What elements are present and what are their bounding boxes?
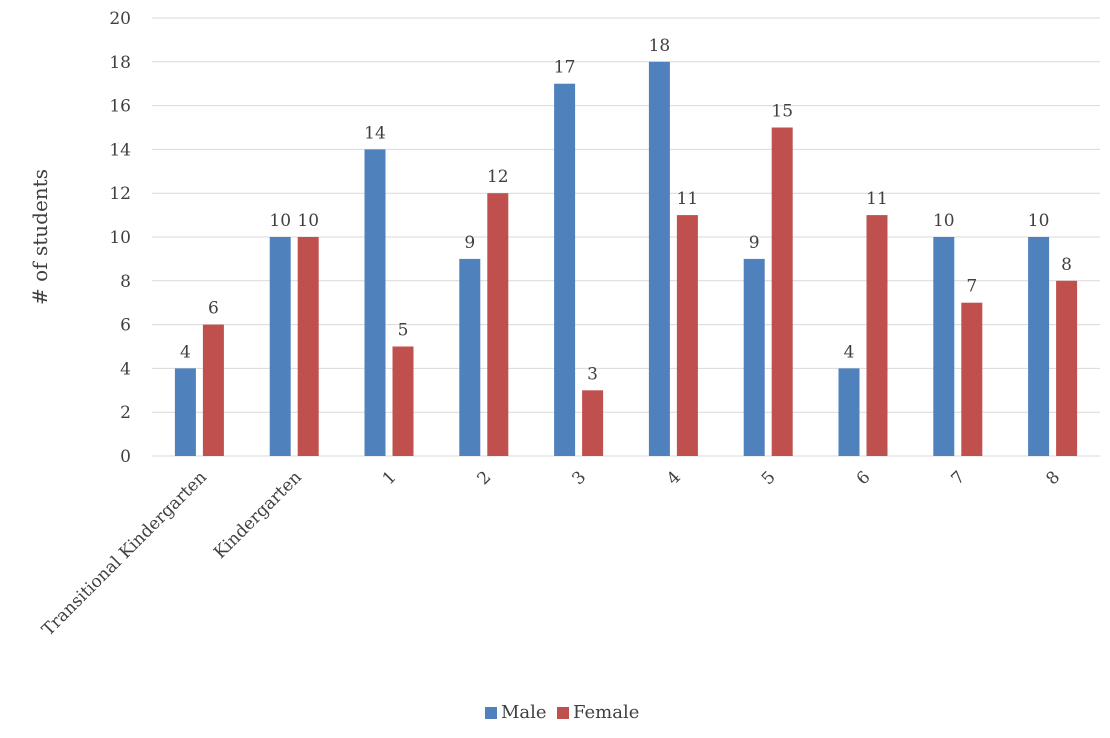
x-category-label: Kindergarten <box>210 467 306 563</box>
x-category-label: 1 <box>379 467 401 489</box>
data-label-male: 10 <box>1028 211 1050 231</box>
data-label-female: 11 <box>677 189 699 209</box>
bar-male <box>554 83 576 456</box>
bar-female <box>676 215 698 456</box>
bar-male <box>743 258 765 456</box>
y-tick-label: 0 <box>120 447 131 467</box>
bar-female <box>297 237 319 456</box>
data-label-male: 10 <box>933 211 955 231</box>
bar-male <box>1028 237 1050 456</box>
x-category-label: 8 <box>1042 467 1064 489</box>
bar-male <box>174 368 196 456</box>
y-tick-label: 20 <box>109 9 131 29</box>
x-category-label: 4 <box>663 467 685 489</box>
bar-female <box>202 324 224 456</box>
y-tick-label: 14 <box>109 140 131 160</box>
data-label-male: 9 <box>464 233 475 253</box>
legend-label-female: Female <box>573 702 639 723</box>
x-axis-categories: Transitional Kindergarten Kindergarten 1 2 3… <box>38 467 1064 640</box>
y-axis-title: # of students <box>28 169 52 305</box>
bar-male <box>459 258 481 456</box>
data-label-male: 18 <box>649 36 671 56</box>
y-tick-label: 16 <box>109 97 131 117</box>
legend: Male Female <box>485 702 639 723</box>
data-label-male: 9 <box>749 233 760 253</box>
bar-male <box>838 368 860 456</box>
y-tick-label: 6 <box>120 316 131 336</box>
bar-female <box>392 346 414 456</box>
data-label-female: 3 <box>587 364 598 384</box>
legend-swatch-female <box>557 707 569 719</box>
bar-male <box>269 237 291 456</box>
data-label-female: 15 <box>771 102 793 122</box>
data-labels: 4 6 10 10 14 5 9 12 17 3 18 11 9 15 4 11 10 7 10 8 <box>180 36 1072 384</box>
x-category-label: 5 <box>758 467 780 489</box>
x-category-label: 7 <box>948 467 970 489</box>
bar-male <box>364 149 386 456</box>
data-label-female: 7 <box>966 277 977 297</box>
bar-female <box>1056 280 1078 456</box>
x-category-label: Transitional Kindergarten <box>38 467 211 640</box>
bar-female <box>866 215 888 456</box>
y-axis-ticks: 0 2 4 6 8 10 12 14 16 18 20 <box>109 9 131 467</box>
bars <box>174 61 1078 457</box>
data-label-female: 11 <box>866 189 888 209</box>
bar-female <box>582 390 604 456</box>
data-label-male: 4 <box>844 342 855 362</box>
data-label-male: 10 <box>269 211 291 231</box>
legend-label-male: Male <box>501 702 547 723</box>
gridlines <box>152 17 1100 457</box>
data-label-female: 5 <box>398 321 409 341</box>
data-label-female: 6 <box>208 299 219 319</box>
y-tick-label: 8 <box>120 272 131 292</box>
x-category-label: 2 <box>474 467 496 489</box>
y-tick-label: 12 <box>109 184 131 204</box>
x-category-label: 6 <box>853 467 875 489</box>
y-tick-label: 10 <box>109 228 131 248</box>
bar-male <box>648 61 670 457</box>
data-label-female: 8 <box>1061 255 1072 275</box>
y-tick-label: 18 <box>109 53 131 73</box>
y-tick-label: 2 <box>120 403 131 423</box>
data-label-female: 10 <box>297 211 319 231</box>
bar-male <box>933 237 955 456</box>
y-tick-label: 4 <box>120 359 131 379</box>
bar-female <box>487 193 509 456</box>
bar-female <box>771 127 793 456</box>
data-label-female: 12 <box>487 167 509 187</box>
data-label-male: 14 <box>364 123 386 143</box>
data-label-male: 4 <box>180 342 191 362</box>
x-category-label: 3 <box>568 467 590 489</box>
legend-swatch-male <box>485 707 497 719</box>
data-label-male: 17 <box>554 58 576 78</box>
bar-female <box>961 302 983 456</box>
